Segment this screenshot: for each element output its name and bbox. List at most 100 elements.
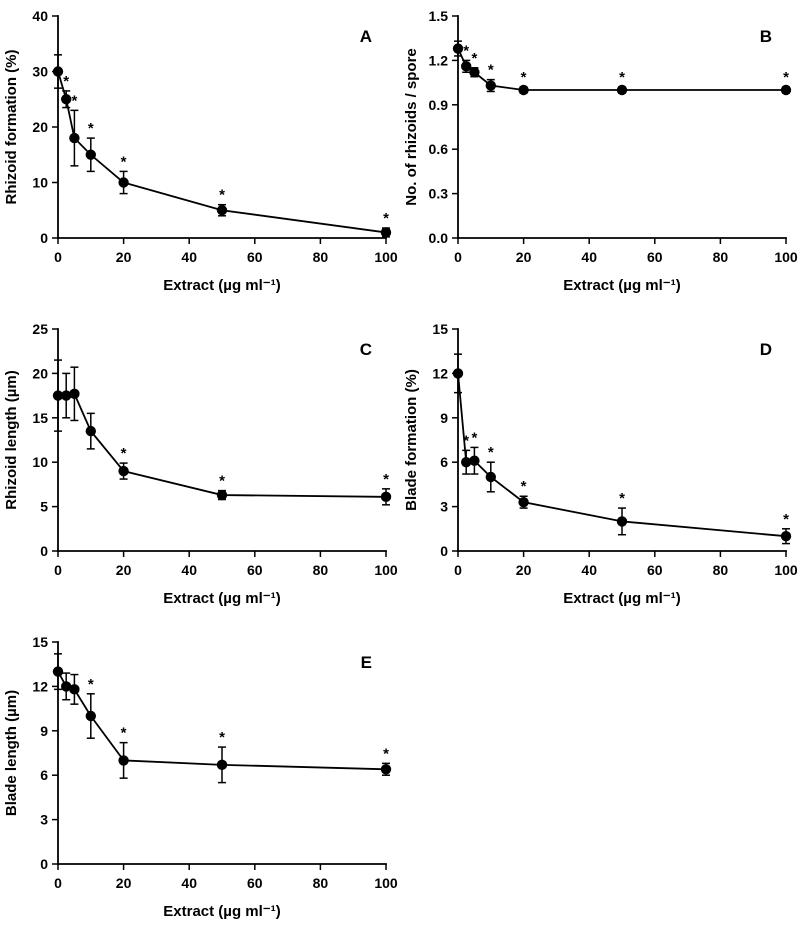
chart-svg-E: 0 20 40 60 80 100 0 3 6 9 12 15 Extract (µg ml⁻¹) Bla… — [3, 634, 398, 920]
svg-text:*: * — [463, 432, 469, 449]
svg-text:B: B — [760, 27, 772, 46]
panel-b-chart: 0 20 40 60 80 100 0.0 0.3 0.6 0.9 1.2 1.5 Extract (µ… — [400, 0, 803, 313]
svg-text:80: 80 — [313, 875, 329, 891]
svg-text:0.6: 0.6 — [429, 141, 449, 157]
svg-text:20: 20 — [32, 365, 48, 381]
panel-a-chart: 0 20 40 60 80 100 0 10 20 30 40 Extract (µg ml⁻¹) Rh… — [0, 0, 400, 313]
svg-text:*: * — [383, 210, 389, 227]
svg-text:0: 0 — [54, 249, 62, 265]
svg-text:100: 100 — [374, 875, 398, 891]
svg-text:Rhizoid formation (%): Rhizoid formation (%) — [3, 50, 20, 205]
svg-text:6: 6 — [40, 767, 48, 783]
svg-text:20: 20 — [116, 875, 132, 891]
svg-text:6: 6 — [440, 454, 448, 470]
svg-text:Blade length (µm): Blade length (µm) — [3, 690, 20, 816]
panel-e-chart: 0 20 40 60 80 100 0 3 6 9 12 15 Extract (µg ml⁻¹) Bla… — [0, 626, 400, 939]
svg-text:80: 80 — [713, 249, 729, 265]
svg-text:C: C — [360, 340, 372, 359]
svg-text:12: 12 — [432, 365, 448, 381]
svg-text:0.9: 0.9 — [429, 97, 449, 113]
svg-text:Extract (µg ml⁻¹): Extract (µg ml⁻¹) — [563, 277, 680, 294]
svg-text:0: 0 — [40, 856, 48, 872]
svg-text:20: 20 — [116, 562, 132, 578]
svg-text:40: 40 — [181, 875, 197, 891]
svg-text:10: 10 — [32, 454, 48, 470]
svg-text:*: * — [383, 471, 389, 488]
svg-text:0.3: 0.3 — [429, 186, 449, 202]
svg-text:0: 0 — [54, 875, 62, 891]
svg-text:*: * — [121, 153, 127, 170]
svg-text:40: 40 — [32, 8, 48, 24]
svg-text:*: * — [71, 92, 77, 109]
svg-text:60: 60 — [247, 249, 263, 265]
svg-text:*: * — [121, 445, 127, 462]
chart-svg-B: 0 20 40 60 80 100 0.0 0.3 0.6 0.9 1.2 1.5 Extract (µ… — [403, 8, 798, 294]
svg-text:40: 40 — [181, 249, 197, 265]
svg-text:E: E — [361, 653, 372, 672]
svg-text:30: 30 — [32, 64, 48, 80]
svg-text:*: * — [783, 69, 789, 86]
svg-text:60: 60 — [247, 562, 263, 578]
svg-text:15: 15 — [432, 321, 448, 337]
chart-svg-D: 0 20 40 60 80 100 0 3 6 9 12 15 Extract (µg ml⁻¹) Bla… — [403, 321, 798, 607]
svg-text:100: 100 — [774, 562, 798, 578]
svg-text:Extract (µg ml⁻¹): Extract (µg ml⁻¹) — [163, 903, 280, 920]
svg-text:20: 20 — [116, 249, 132, 265]
svg-text:20: 20 — [516, 249, 532, 265]
svg-text:100: 100 — [774, 249, 798, 265]
svg-text:15: 15 — [32, 410, 48, 426]
svg-text:D: D — [760, 340, 772, 359]
empty-cell — [400, 626, 803, 939]
svg-text:Extract (µg ml⁻¹): Extract (µg ml⁻¹) — [163, 277, 280, 294]
svg-text:A: A — [360, 27, 372, 46]
svg-text:*: * — [619, 69, 625, 86]
svg-text:*: * — [121, 725, 127, 742]
svg-text:3: 3 — [40, 812, 48, 828]
svg-text:0.0: 0.0 — [429, 230, 449, 246]
svg-text:1.5: 1.5 — [429, 8, 449, 24]
svg-text:*: * — [463, 42, 469, 59]
svg-text:No. of rhizoids / spore: No. of rhizoids / spore — [403, 48, 420, 206]
svg-text:*: * — [219, 187, 225, 204]
svg-text:*: * — [521, 478, 527, 495]
svg-text:25: 25 — [32, 321, 48, 337]
svg-text:12: 12 — [32, 678, 48, 694]
chart-svg-A: 0 20 40 60 80 100 0 10 20 30 40 Extract (µg ml⁻¹) Rh… — [3, 8, 398, 294]
svg-text:*: * — [219, 729, 225, 746]
svg-text:100: 100 — [374, 562, 398, 578]
svg-text:20: 20 — [516, 562, 532, 578]
svg-text:*: * — [63, 73, 69, 90]
svg-text:9: 9 — [440, 410, 448, 426]
svg-text:*: * — [471, 429, 477, 446]
svg-text:*: * — [471, 50, 477, 67]
chart-svg-C: 0 20 40 60 80 100 0 5 10 15 20 25 Extract (µg ml⁻¹) R… — [3, 321, 398, 607]
svg-text:40: 40 — [581, 249, 597, 265]
svg-text:60: 60 — [647, 562, 663, 578]
svg-text:*: * — [488, 444, 494, 461]
svg-text:*: * — [521, 69, 527, 86]
svg-text:40: 40 — [581, 562, 597, 578]
panel-d-chart: 0 20 40 60 80 100 0 3 6 9 12 15 Extract (µg ml⁻¹) Bla… — [400, 313, 803, 626]
svg-text:20: 20 — [32, 119, 48, 135]
svg-text:40: 40 — [181, 562, 197, 578]
svg-text:10: 10 — [32, 175, 48, 191]
svg-text:0: 0 — [40, 543, 48, 559]
svg-text:80: 80 — [313, 562, 329, 578]
svg-text:Extract (µg ml⁻¹): Extract (µg ml⁻¹) — [563, 590, 680, 607]
svg-text:*: * — [619, 490, 625, 507]
svg-text:15: 15 — [32, 634, 48, 650]
svg-text:100: 100 — [374, 249, 398, 265]
svg-text:1.2: 1.2 — [429, 52, 449, 68]
svg-text:60: 60 — [247, 875, 263, 891]
svg-text:Rhizoid length (µm): Rhizoid length (µm) — [3, 370, 20, 509]
svg-text:*: * — [88, 676, 94, 693]
svg-text:0: 0 — [54, 562, 62, 578]
svg-text:0: 0 — [454, 249, 462, 265]
svg-text:0: 0 — [454, 562, 462, 578]
svg-text:3: 3 — [440, 499, 448, 515]
svg-text:60: 60 — [647, 249, 663, 265]
svg-text:80: 80 — [313, 249, 329, 265]
svg-text:Blade formation (%): Blade formation (%) — [403, 369, 420, 511]
svg-text:5: 5 — [40, 499, 48, 515]
